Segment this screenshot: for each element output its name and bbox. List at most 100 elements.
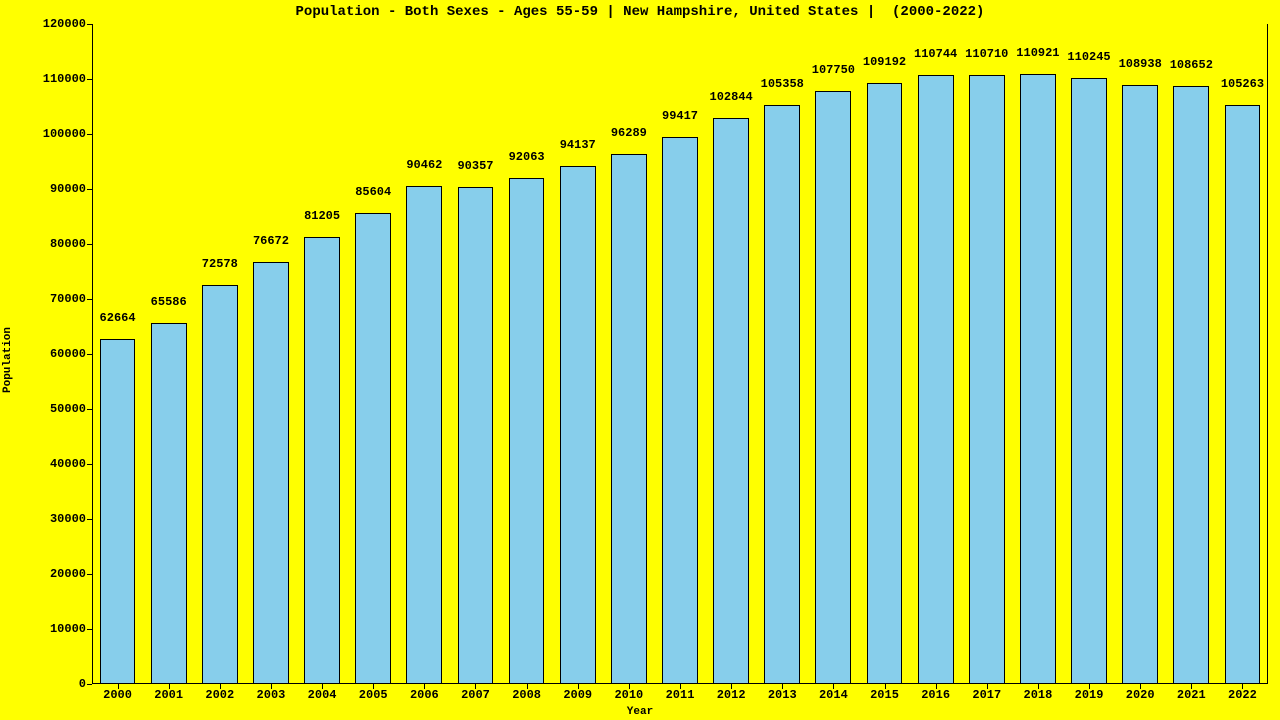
y-tick-label: 30000 xyxy=(50,512,92,526)
x-axis-label: Year xyxy=(0,706,1280,718)
y-tick-label: 120000 xyxy=(43,17,92,31)
bar-value-label: 62664 xyxy=(100,311,136,325)
bar-value-label: 94137 xyxy=(560,138,596,152)
bar xyxy=(611,154,647,684)
y-tick-label: 20000 xyxy=(50,567,92,581)
y-tick-mark xyxy=(87,409,92,410)
bar xyxy=(151,323,187,684)
bar xyxy=(969,75,1005,684)
bar xyxy=(406,186,442,684)
y-tick-mark xyxy=(87,299,92,300)
y-tick-label: 40000 xyxy=(50,457,92,471)
x-tick-label: 2016 xyxy=(921,684,950,702)
bar-value-label: 92063 xyxy=(509,150,545,164)
bar xyxy=(1020,74,1056,684)
x-tick-label: 2004 xyxy=(308,684,337,702)
bar-value-label: 107750 xyxy=(812,63,855,77)
bar xyxy=(1071,78,1107,684)
bar-value-label: 102844 xyxy=(710,90,753,104)
plot-area: 0100002000030000400005000060000700008000… xyxy=(92,24,1268,684)
x-tick-label: 2021 xyxy=(1177,684,1206,702)
x-tick-label: 2019 xyxy=(1075,684,1104,702)
y-tick-mark xyxy=(87,464,92,465)
x-tick-label: 2007 xyxy=(461,684,490,702)
bar-value-label: 105358 xyxy=(761,77,804,91)
bar-value-label: 108652 xyxy=(1170,58,1213,72)
bar xyxy=(560,166,596,684)
x-tick-label: 2008 xyxy=(512,684,541,702)
bar-value-label: 96289 xyxy=(611,126,647,140)
bar-value-label: 110245 xyxy=(1067,50,1110,64)
axis-line xyxy=(1267,24,1268,684)
chart-container: Population - Both Sexes - Ages 55-59 | N… xyxy=(0,0,1280,720)
y-tick-label: 70000 xyxy=(50,292,92,306)
y-tick-mark xyxy=(87,574,92,575)
y-tick-label: 80000 xyxy=(50,237,92,251)
x-tick-label: 2005 xyxy=(359,684,388,702)
x-tick-label: 2013 xyxy=(768,684,797,702)
y-tick-label: 100000 xyxy=(43,127,92,141)
bar-value-label: 110921 xyxy=(1016,46,1059,60)
bar xyxy=(355,213,391,684)
bar-value-label: 90357 xyxy=(457,159,493,173)
x-tick-label: 2012 xyxy=(717,684,746,702)
x-tick-label: 2002 xyxy=(205,684,234,702)
x-tick-label: 2017 xyxy=(972,684,1001,702)
x-tick-label: 2018 xyxy=(1024,684,1053,702)
bar-value-label: 81205 xyxy=(304,209,340,223)
x-tick-label: 2006 xyxy=(410,684,439,702)
y-tick-mark xyxy=(87,629,92,630)
bar xyxy=(1173,86,1209,684)
bar xyxy=(458,187,494,684)
x-tick-label: 2009 xyxy=(563,684,592,702)
y-tick-label: 110000 xyxy=(43,72,92,86)
bar xyxy=(918,75,954,684)
bar-value-label: 109192 xyxy=(863,55,906,69)
bar xyxy=(1122,85,1158,684)
y-axis-label: Population xyxy=(2,327,14,393)
bar-value-label: 90462 xyxy=(406,158,442,172)
bar xyxy=(764,105,800,684)
y-tick-mark xyxy=(87,354,92,355)
bar-value-label: 110744 xyxy=(914,47,957,61)
bar xyxy=(867,83,903,684)
y-tick-mark xyxy=(87,684,92,685)
x-tick-label: 2015 xyxy=(870,684,899,702)
y-tick-mark xyxy=(87,79,92,80)
x-tick-label: 2011 xyxy=(666,684,695,702)
bar-value-label: 76672 xyxy=(253,234,289,248)
y-tick-label: 10000 xyxy=(50,622,92,636)
bar-value-label: 72578 xyxy=(202,257,238,271)
x-tick-label: 2003 xyxy=(257,684,286,702)
bar xyxy=(253,262,289,684)
bar xyxy=(304,237,340,684)
bar xyxy=(815,91,851,684)
bar xyxy=(100,339,136,684)
x-tick-label: 2020 xyxy=(1126,684,1155,702)
y-tick-label: 50000 xyxy=(50,402,92,416)
bar xyxy=(202,285,238,684)
bar-value-label: 85604 xyxy=(355,185,391,199)
bar-value-label: 110710 xyxy=(965,47,1008,61)
y-tick-label: 90000 xyxy=(50,182,92,196)
bar-value-label: 99417 xyxy=(662,109,698,123)
bar xyxy=(1225,105,1261,684)
y-tick-label: 60000 xyxy=(50,347,92,361)
bar xyxy=(509,178,545,684)
bar-value-label: 108938 xyxy=(1119,57,1162,71)
bar xyxy=(713,118,749,684)
x-tick-label: 2000 xyxy=(103,684,132,702)
x-tick-label: 2010 xyxy=(614,684,643,702)
chart-title: Population - Both Sexes - Ages 55-59 | N… xyxy=(0,4,1280,20)
y-tick-mark xyxy=(87,24,92,25)
x-tick-label: 2001 xyxy=(154,684,183,702)
y-tick-mark xyxy=(87,519,92,520)
bar-value-label: 105263 xyxy=(1221,77,1264,91)
bar-value-label: 65586 xyxy=(151,295,187,309)
y-tick-mark xyxy=(87,189,92,190)
bar xyxy=(662,137,698,684)
x-tick-label: 2022 xyxy=(1228,684,1257,702)
axis-line xyxy=(92,24,93,684)
x-tick-label: 2014 xyxy=(819,684,848,702)
y-tick-mark xyxy=(87,244,92,245)
